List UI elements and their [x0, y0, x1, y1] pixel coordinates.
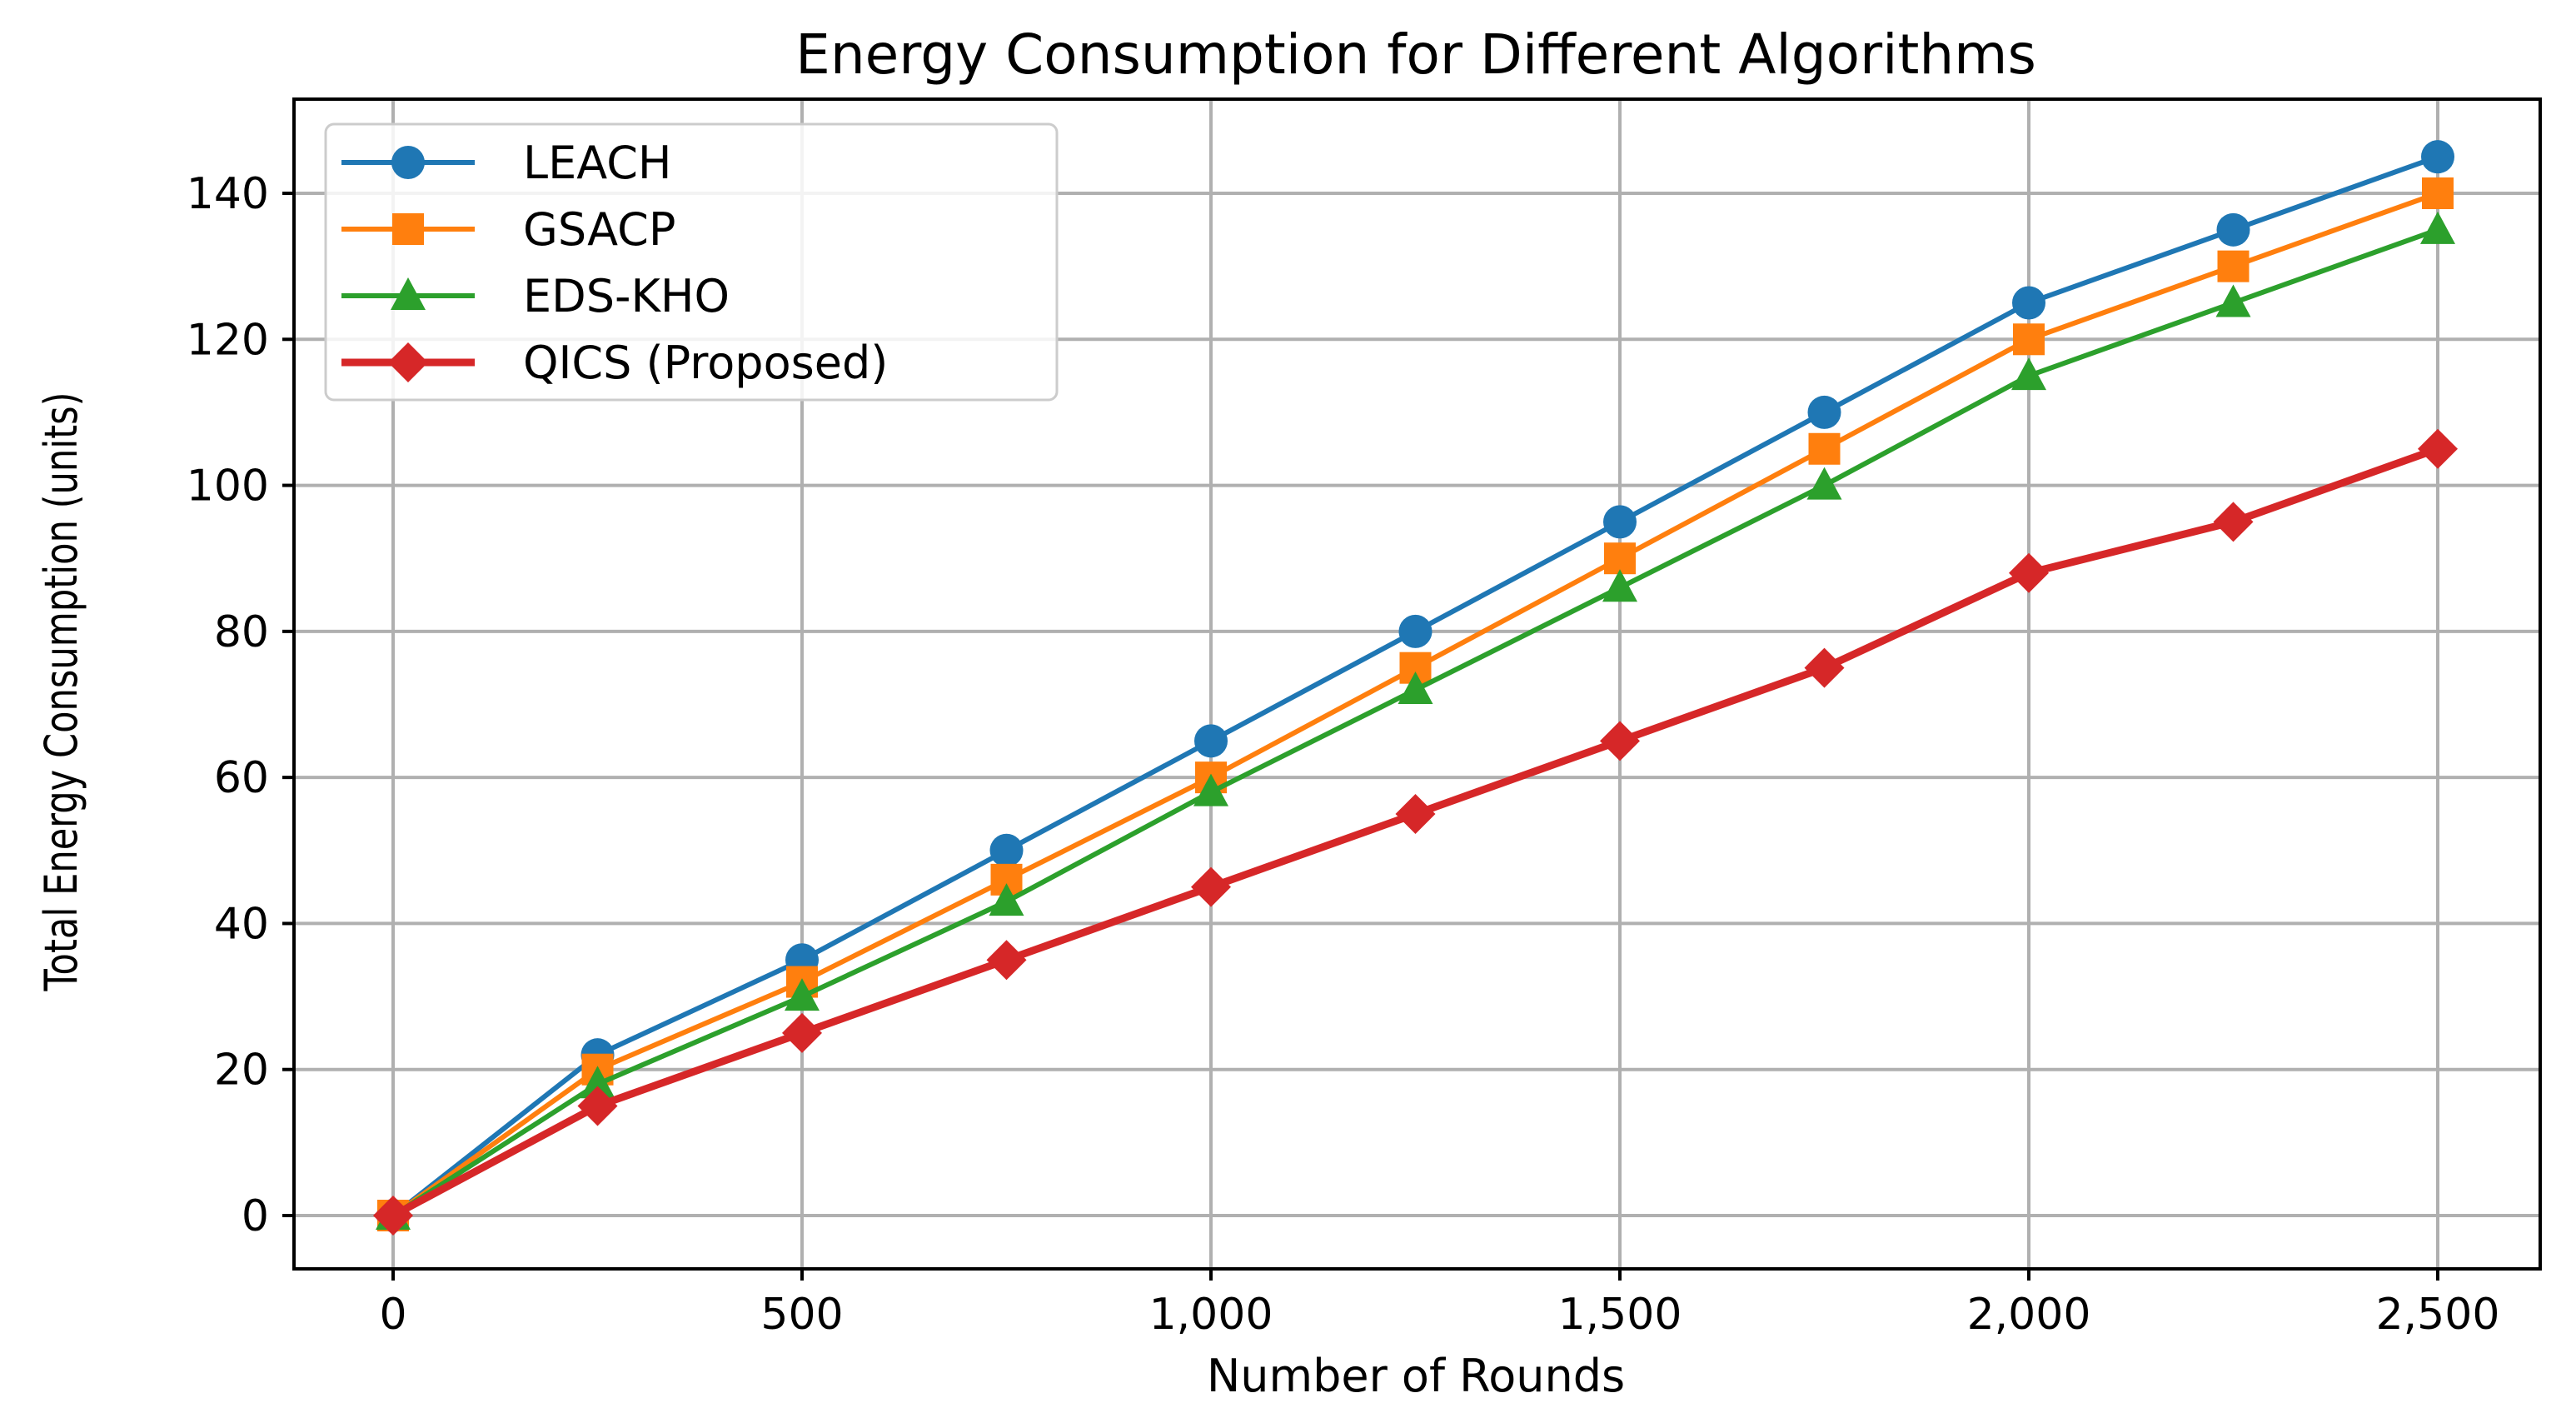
legend-marker: [388, 342, 428, 382]
data-point: [1808, 432, 1841, 465]
x-tick-label: 2,500: [2376, 1290, 2500, 1340]
data-point: [989, 883, 1024, 916]
data-point: [1194, 724, 1228, 758]
data-point: [373, 1196, 413, 1236]
axis-ticks: 0 500 1,000 1,500 2,000 2,500 0 20 40 60 80 100 120 1…: [187, 169, 2500, 1340]
y-tick-label: 60: [214, 753, 269, 803]
data-point: [2215, 284, 2251, 317]
legend-label: LEACH: [523, 137, 672, 189]
series-layer: [373, 140, 2458, 1236]
data-point: [577, 1086, 618, 1126]
y-tick-label: 20: [214, 1046, 269, 1096]
data-point: [580, 1066, 615, 1099]
data-point: [2421, 140, 2454, 174]
data-point: [1804, 647, 1845, 688]
data-point: [1806, 467, 1842, 500]
legend-label: QICS (Proposed): [523, 337, 888, 389]
x-tick-label: 1,500: [1558, 1290, 1682, 1340]
series-leach: [376, 140, 2454, 1232]
x-axis-label: Number of Rounds: [1207, 1350, 1625, 1402]
legend: LEACH GSACP EDS-KHO QICS (Proposed): [324, 122, 1059, 402]
data-point: [1602, 569, 1637, 602]
y-tick-label: 120: [187, 315, 269, 365]
data-point: [1191, 866, 1231, 907]
data-point: [1807, 395, 1841, 429]
x-tick-label: 1,000: [1149, 1290, 1273, 1340]
data-point: [1603, 505, 1637, 539]
data-point: [2013, 323, 2045, 356]
data-point: [2011, 357, 2046, 391]
data-point: [1193, 773, 1228, 806]
data-point: [2216, 212, 2250, 247]
legend-label: EDS-KHO: [523, 270, 730, 322]
data-point: [2418, 428, 2458, 469]
chart-title: Energy Consumption for Different Algorit…: [795, 22, 2036, 87]
data-point: [1398, 614, 1432, 648]
y-tick-label: 0: [242, 1191, 269, 1241]
data-point: [1395, 793, 1436, 834]
legend-label: GSACP: [523, 203, 675, 256]
data-point: [1604, 542, 1636, 575]
legend-marker: [391, 277, 426, 310]
series-qics-proposed: [373, 428, 2458, 1236]
grid-lines: [294, 99, 2540, 1269]
y-axis-label: Total Energy Consumption (units): [35, 392, 87, 991]
data-point: [2012, 286, 2045, 320]
plot-frame: [292, 97, 2542, 1271]
data-point: [2420, 211, 2455, 244]
data-point: [785, 978, 820, 1011]
data-point: [1398, 671, 1433, 704]
legend-marker: [392, 213, 424, 245]
data-point: [782, 1012, 822, 1053]
data-point: [1600, 721, 1640, 761]
y-tick-label: 40: [214, 899, 269, 949]
data-point: [986, 940, 1027, 981]
data-point: [2217, 250, 2250, 282]
data-point: [2009, 552, 2049, 593]
series-eds-kho: [376, 211, 2455, 1230]
legend-box: [324, 122, 1059, 402]
y-tick-label: 80: [214, 607, 269, 657]
x-tick-label: 500: [760, 1290, 843, 1340]
data-point: [2213, 502, 2254, 542]
y-tick-label: 100: [187, 462, 269, 512]
x-tick-label: 2,000: [1967, 1290, 2091, 1340]
data-point: [989, 833, 1024, 867]
data-point: [2422, 177, 2454, 209]
y-tick-label: 140: [187, 169, 269, 219]
legend-marker: [391, 146, 425, 179]
x-tick-label: 0: [379, 1290, 406, 1340]
